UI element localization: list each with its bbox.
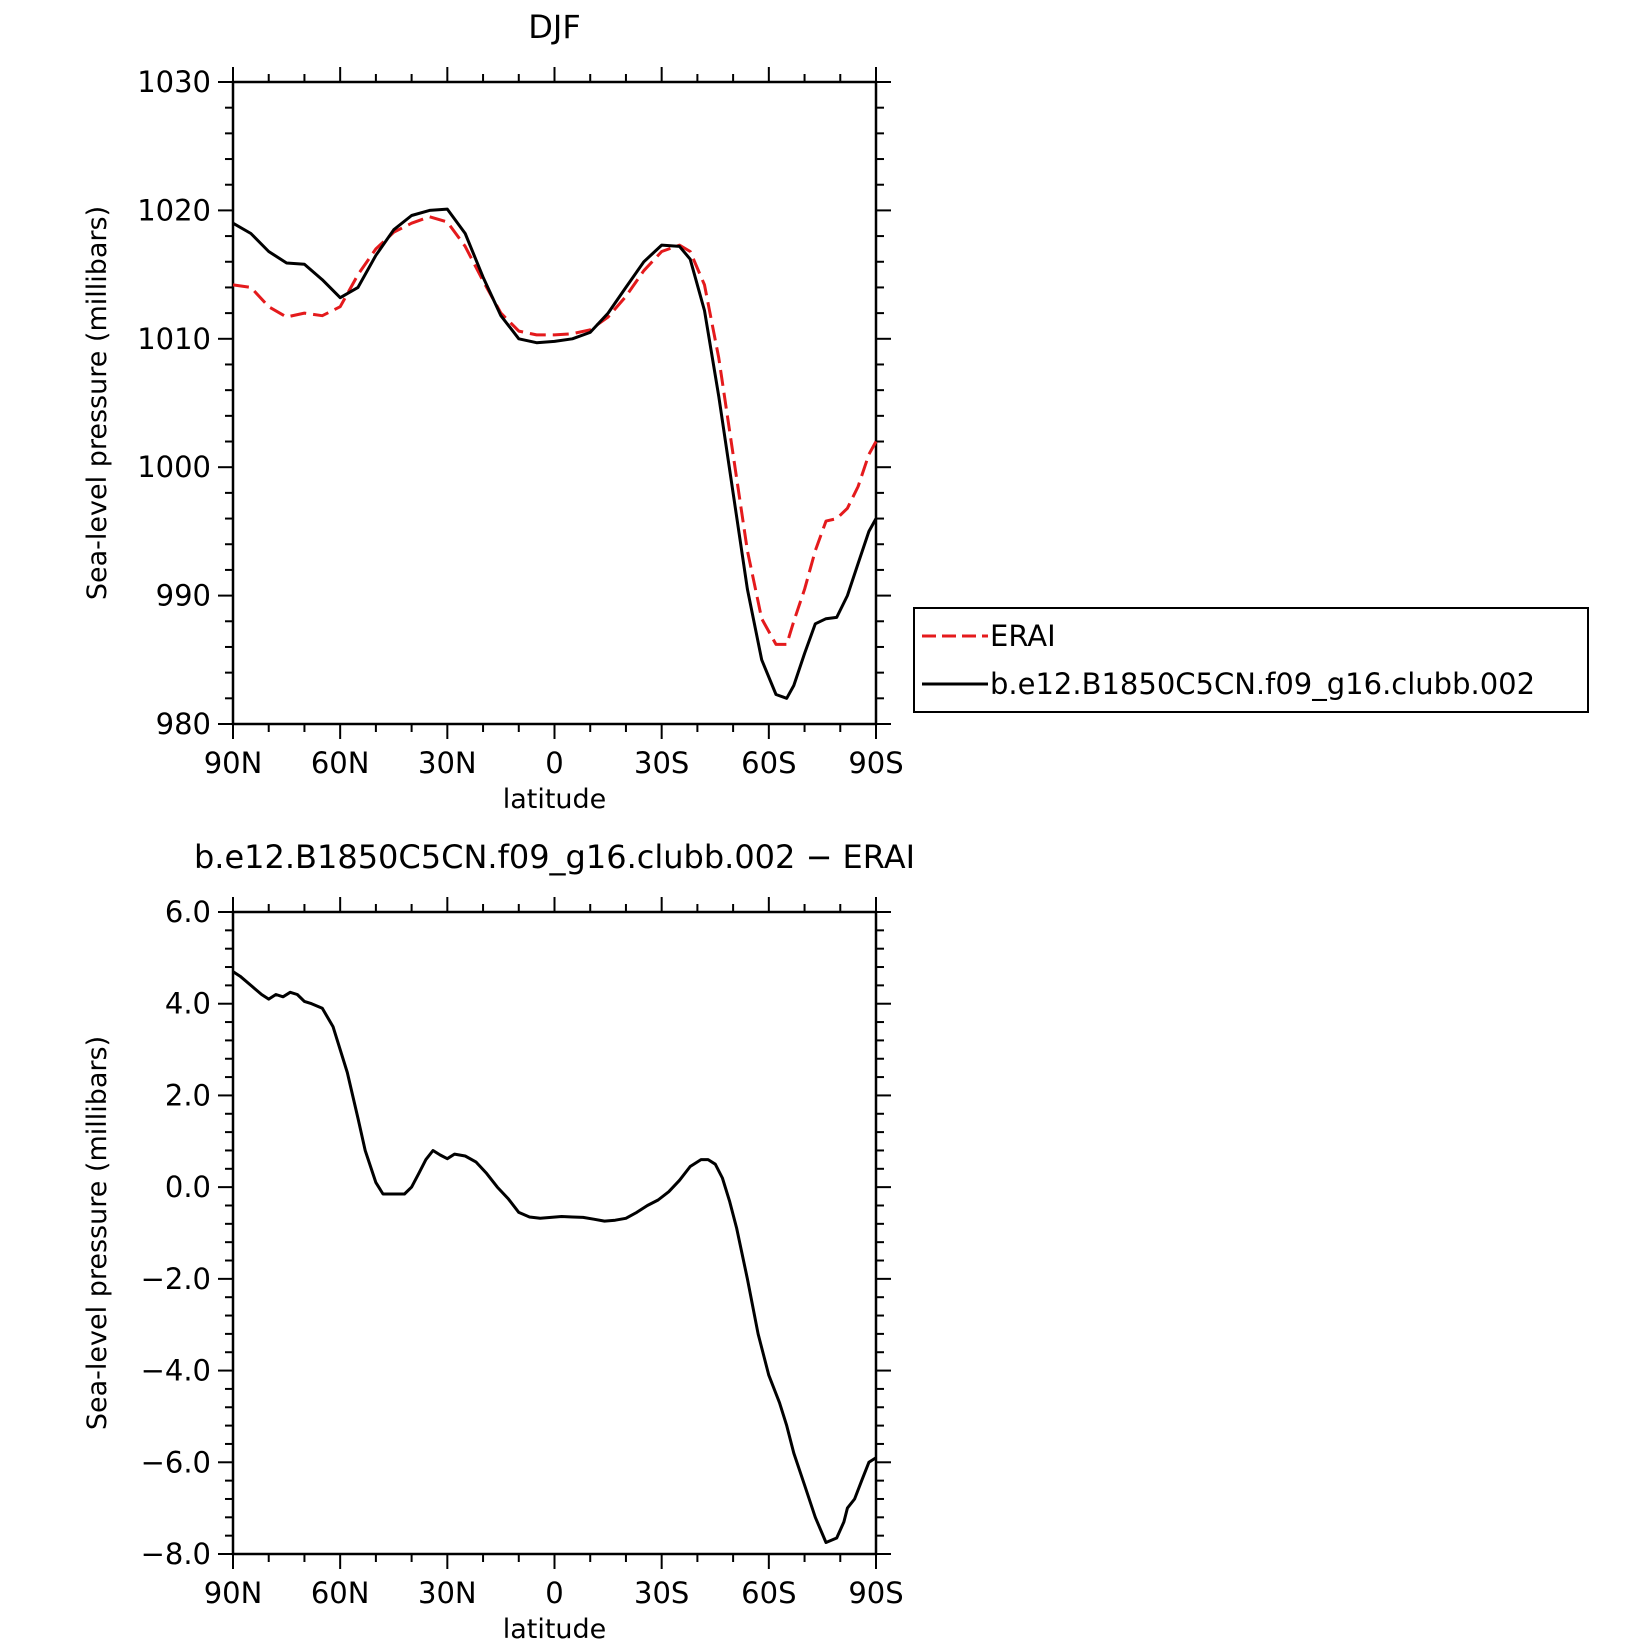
x-tick-label: 60S bbox=[741, 746, 796, 780]
x-tick-label: 90S bbox=[848, 1576, 903, 1610]
x-axis-label: latitude bbox=[503, 1614, 607, 1645]
series-line-erai bbox=[232, 215, 878, 646]
x-axis-label: latitude bbox=[503, 784, 607, 815]
chart-title: b.e12.B1850C5CN.f09_g16.clubb.002 − ERAI bbox=[194, 838, 915, 876]
difference-panel: 90N 60N 30N 0 30S 60S 90S 6.0 4.0 2.0 0.0 −2.0 −4.0 −… bbox=[82, 838, 915, 1645]
x-tick-label: 60N bbox=[311, 1576, 370, 1610]
y-tick-label: 6.0 bbox=[165, 895, 211, 929]
y-tick-label: 4.0 bbox=[165, 987, 211, 1021]
legend: ERAI b.e12.B1850C5CN.f09_g16.clubb.002 bbox=[913, 607, 1589, 713]
y-tick-label: 2.0 bbox=[165, 1078, 211, 1112]
y-axis-label: Sea-level pressure (millibars) bbox=[82, 206, 113, 600]
x-tick-label: 30S bbox=[634, 1576, 689, 1610]
x-tick-label: 0 bbox=[545, 1576, 563, 1610]
series-line-b-e12-b1850c5cn-f09-g16-clubb-002 bbox=[232, 207, 878, 700]
x-tick-label: 30N bbox=[418, 746, 477, 780]
series-line-1-0 bbox=[232, 970, 877, 1544]
plot-frame bbox=[231, 910, 878, 1556]
y-tick-label: 1010 bbox=[137, 322, 211, 356]
plot-frame bbox=[231, 80, 878, 726]
y-tick-label: −2.0 bbox=[141, 1262, 211, 1296]
y-tick-label: 1000 bbox=[137, 450, 211, 484]
x-tick-label: 0 bbox=[545, 746, 563, 780]
y-axis-label: Sea-level pressure (millibars) bbox=[82, 1036, 113, 1430]
y-tick-label: −6.0 bbox=[141, 1445, 211, 1479]
y-tick-label: 1020 bbox=[137, 193, 211, 227]
y-tick-label: 980 bbox=[156, 707, 211, 741]
x-tick-label: 90S bbox=[848, 746, 903, 780]
x-tick-label: 30S bbox=[634, 746, 689, 780]
x-tick-label: 60S bbox=[741, 1576, 796, 1610]
x-tick-label: 90N bbox=[204, 746, 263, 780]
y-tick-label: −8.0 bbox=[141, 1537, 211, 1571]
legend-label: ERAI bbox=[990, 619, 1056, 653]
legend-label: b.e12.B1850C5CN.f09_g16.clubb.002 bbox=[990, 667, 1535, 701]
x-tick-label: 60N bbox=[311, 746, 370, 780]
x-tick-label: 30N bbox=[418, 1576, 477, 1610]
chart-title: DJF bbox=[528, 8, 580, 46]
y-tick-label: 0.0 bbox=[165, 1170, 211, 1204]
y-tick-label: −4.0 bbox=[141, 1354, 211, 1388]
legend-box bbox=[913, 607, 1589, 713]
y-tick-label: 990 bbox=[156, 579, 211, 613]
x-tick-label: 90N bbox=[204, 1576, 263, 1610]
djf-panel: 90N 60N 30N 0 30S 60S 90S 1030 1020 1010 1000 990 98… bbox=[82, 8, 904, 815]
y-tick-label: 1030 bbox=[137, 65, 211, 99]
